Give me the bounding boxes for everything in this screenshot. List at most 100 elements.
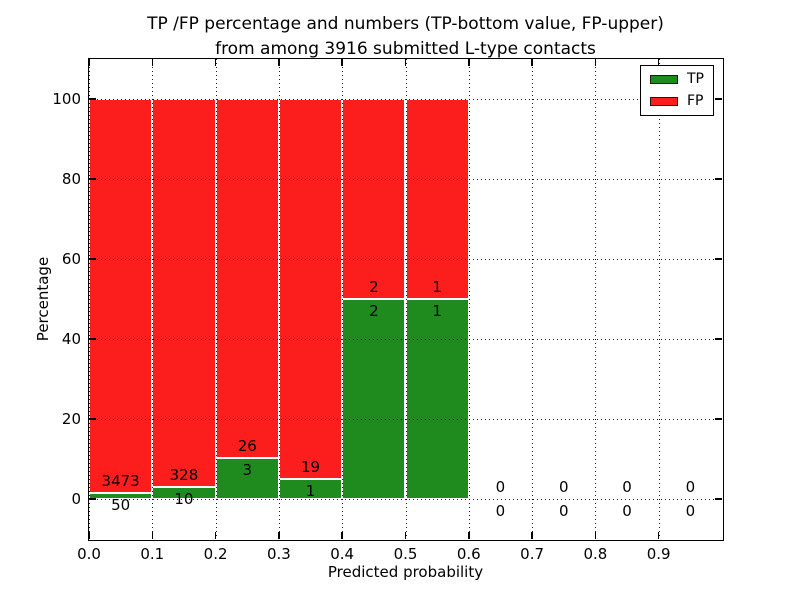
x-tick-bottom xyxy=(341,532,343,539)
x-axis-label: Predicted probability xyxy=(327,563,484,581)
x-tick-bottom xyxy=(214,532,217,539)
bar-count-label-fp: 2 xyxy=(369,278,379,296)
bar-count-label-tp: 0 xyxy=(558,502,569,520)
gridline-vertical xyxy=(532,59,534,539)
fp-color-swatch xyxy=(650,97,678,106)
y-tick-right xyxy=(715,178,722,180)
x-tick-bottom xyxy=(151,532,154,539)
gridline-vertical xyxy=(278,59,280,539)
y-axis-label: Percentage xyxy=(34,256,52,342)
chart-title-line1: TP /FP percentage and numbers (TP-bottom… xyxy=(147,14,664,34)
x-tick-bottom xyxy=(88,532,90,539)
bar-segment-fp xyxy=(278,99,343,479)
x-tick-label: 0.5 xyxy=(393,545,418,563)
x-tick-label: 0.9 xyxy=(646,545,671,563)
y-tick-label: 40 xyxy=(61,330,81,348)
bar-count-label-tp: 0 xyxy=(685,502,696,520)
x-tick-top xyxy=(468,59,470,66)
bar-segment-fp xyxy=(342,99,406,299)
bar-count-label-tp: 3 xyxy=(242,460,253,479)
x-tick-top xyxy=(594,59,597,66)
y-tick-left xyxy=(89,338,96,340)
legend: TP FP xyxy=(640,65,714,116)
y-tick-left xyxy=(89,498,96,500)
y-tick-label: 60 xyxy=(61,250,81,268)
x-tick-label: 0.0 xyxy=(77,545,101,563)
bar-segment-tp xyxy=(215,457,279,499)
gridline-vertical xyxy=(405,59,407,539)
bar-count-label-tp: 10 xyxy=(174,490,194,509)
tp-color-swatch xyxy=(650,75,678,84)
x-tick-top xyxy=(151,59,154,66)
x-tick-label: 0.6 xyxy=(456,545,481,563)
bar-count-label-fp: 0 xyxy=(685,478,696,496)
x-tick-bottom xyxy=(468,532,470,539)
bar-count-label-fp: 328 xyxy=(169,466,199,485)
x-tick-top xyxy=(657,59,660,66)
y-tick-right xyxy=(715,98,722,100)
bar-count-label-fp: 0 xyxy=(622,478,632,496)
x-tick-top xyxy=(404,59,407,66)
x-tick-label: 0.1 xyxy=(140,545,165,563)
x-tick-top xyxy=(88,59,90,66)
y-tick-label: 20 xyxy=(61,410,81,428)
legend-entry-tp: TP xyxy=(650,72,704,87)
x-tick-bottom xyxy=(531,532,533,539)
gridline-vertical xyxy=(658,59,660,539)
x-tick-label: 0.3 xyxy=(266,545,291,563)
bar-count-label-fp: 26 xyxy=(237,436,257,455)
legend-label-tp: TP xyxy=(687,71,704,87)
y-tick-label: 100 xyxy=(52,90,81,108)
gridline-vertical xyxy=(152,59,154,539)
chart-title: TP /FP percentage and numbers (TP-bottom… xyxy=(89,12,722,62)
gridline-vertical xyxy=(342,59,344,539)
x-tick-label: 0.8 xyxy=(583,545,608,563)
chart-title-line2: from among 3916 submitted L-type contact… xyxy=(215,39,596,59)
x-tick-bottom xyxy=(657,532,660,539)
gridline-vertical xyxy=(595,59,597,539)
gridline-vertical xyxy=(215,59,217,539)
y-tick-right xyxy=(715,418,722,420)
x-tick-bottom xyxy=(404,532,407,539)
bar-count-label-tp: 0 xyxy=(622,502,632,520)
bar-segment-fp xyxy=(89,99,153,494)
bar-segment-tp xyxy=(342,299,406,499)
y-tick-left xyxy=(89,258,96,260)
x-tick-bottom xyxy=(278,532,280,539)
bar-count-label-fp: 19 xyxy=(300,458,321,476)
bar-segment-fp xyxy=(405,99,469,299)
y-tick-label: 0 xyxy=(71,490,81,508)
bar-count-label-tp: 0 xyxy=(495,502,506,520)
y-tick-right xyxy=(715,338,722,340)
bar-count-label-fp: 0 xyxy=(558,478,569,496)
y-tick-left xyxy=(89,178,96,180)
x-tick-top xyxy=(341,59,343,66)
bar-segment-fp xyxy=(152,99,216,488)
x-tick-label: 0.2 xyxy=(203,545,228,563)
y-tick-label: 80 xyxy=(61,170,81,188)
bar-count-label-fp: 3473 xyxy=(101,472,140,491)
x-tick-label: 0.4 xyxy=(330,545,355,563)
bar-count-label-fp: 0 xyxy=(495,478,506,496)
y-tick-right xyxy=(715,258,722,260)
bar-count-label-tp: 1 xyxy=(305,482,316,500)
bar-count-label-tp: 2 xyxy=(369,302,379,320)
y-tick-right xyxy=(715,498,722,500)
legend-label-fp: FP xyxy=(687,93,704,109)
bar-segment-fp xyxy=(215,99,279,458)
x-tick-label: 0.7 xyxy=(520,545,545,563)
x-tick-top xyxy=(214,59,217,66)
bar-count-label-fp: 1 xyxy=(432,278,442,296)
bar-count-label-tp: 1 xyxy=(432,302,442,320)
x-tick-top xyxy=(278,59,280,66)
bar-count-label-tp: 50 xyxy=(111,496,131,515)
y-tick-left xyxy=(89,418,96,420)
x-tick-top xyxy=(531,59,533,66)
x-tick-bottom xyxy=(594,532,597,539)
gridline-vertical xyxy=(468,59,470,539)
y-tick-left xyxy=(89,98,96,100)
bar-segment-tp xyxy=(405,299,469,499)
legend-entry-fp: FP xyxy=(650,94,704,109)
gridline-vertical xyxy=(89,59,90,539)
